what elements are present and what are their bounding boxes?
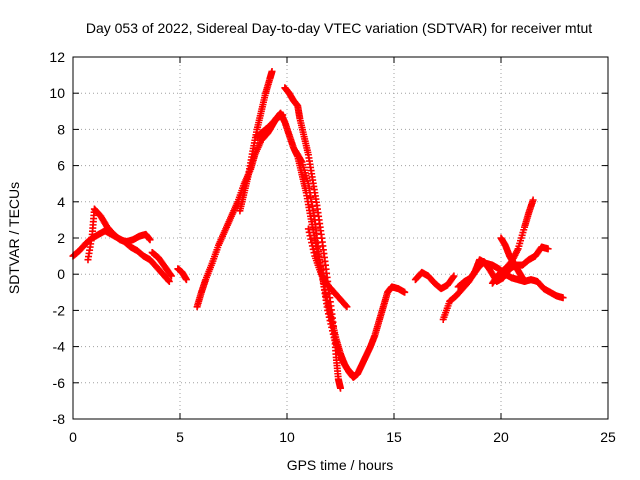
- series-trace-b: [84, 205, 154, 264]
- axis-ticks: 0 5 10 15 20 25 -8 -6 -4 -2 0 2 4 6 8 10 12: [49, 49, 616, 445]
- data-point: [307, 193, 315, 201]
- data-point: [559, 294, 567, 302]
- series-trace-h: [281, 84, 344, 392]
- data-point: [308, 198, 316, 206]
- data-point: [268, 67, 276, 75]
- data-point: [167, 271, 175, 279]
- data-point: [325, 313, 333, 321]
- data-point: [401, 288, 409, 296]
- x-tick-label: 0: [69, 429, 77, 445]
- series-trace-o: [488, 196, 537, 287]
- data-point: [328, 327, 336, 335]
- y-tick-label: 2: [57, 230, 65, 246]
- data-point: [307, 235, 315, 243]
- data-point: [342, 302, 350, 310]
- y-tick-label: -8: [53, 411, 66, 427]
- data-point: [305, 184, 313, 192]
- x-axis-label: GPS time / hours: [287, 457, 394, 473]
- grid-lines: [72, 56, 609, 420]
- data-point: [164, 277, 172, 285]
- series-trace-k: [411, 268, 458, 293]
- y-tick-label: 8: [57, 121, 65, 137]
- data-point: [309, 207, 317, 215]
- series-trace-c: [148, 248, 175, 280]
- data-point: [167, 272, 175, 280]
- y-tick-label: 0: [57, 266, 65, 282]
- data-point: [306, 232, 314, 240]
- data-point: [146, 236, 154, 244]
- y-tick-label: -6: [53, 375, 66, 391]
- data-point: [309, 245, 317, 253]
- data-point: [308, 242, 316, 250]
- data-point: [337, 384, 344, 392]
- series-trace-j: [304, 225, 351, 311]
- series-trace-m: [454, 243, 552, 291]
- plot-frame: [72, 56, 609, 420]
- series-trace-g: [253, 111, 287, 141]
- chart-title: Day 053 of 2022, Sidereal Day-to-day VTE…: [86, 20, 592, 36]
- data-point: [343, 303, 351, 311]
- data-point: [326, 317, 334, 325]
- data-point: [349, 371, 357, 379]
- data-point: [518, 274, 526, 282]
- data-point: [165, 277, 173, 285]
- x-tick-label: 20: [493, 429, 509, 445]
- series-trace-f: [236, 67, 276, 215]
- data-point: [324, 306, 332, 314]
- y-tick-label: -4: [53, 339, 66, 355]
- data-point: [182, 276, 190, 284]
- data-point: [304, 180, 312, 188]
- data-point: [329, 330, 337, 338]
- x-tick-label: 5: [176, 429, 184, 445]
- series-trace-d: [174, 265, 190, 284]
- data-point: [308, 239, 316, 247]
- data-point: [279, 111, 287, 119]
- data-point: [449, 273, 457, 281]
- data-series: [69, 67, 567, 392]
- data-point: [349, 372, 357, 380]
- y-tick-label: 12: [49, 49, 65, 65]
- data-point: [544, 245, 552, 253]
- y-tick-label: 6: [57, 158, 65, 174]
- y-tick-label: -2: [53, 302, 66, 318]
- data-point: [324, 310, 332, 318]
- data-point: [304, 225, 312, 233]
- data-point: [297, 157, 305, 165]
- data-point: [310, 211, 318, 219]
- data-point: [308, 202, 316, 210]
- x-tick-label: 15: [386, 429, 402, 445]
- y-axis-label: SDTVAR / TECUs: [6, 182, 22, 294]
- series-trace-n: [497, 234, 526, 282]
- data-point: [328, 323, 336, 331]
- data-point: [327, 320, 335, 328]
- data-point: [310, 249, 318, 257]
- x-tick-label: 10: [279, 429, 295, 445]
- series-trace-e: [193, 109, 409, 381]
- data-point: [529, 196, 537, 204]
- y-tick-label: 4: [57, 194, 65, 210]
- y-tick-label: 10: [49, 85, 65, 101]
- data-point: [305, 228, 313, 236]
- data-point: [306, 189, 314, 197]
- x-tick-label: 25: [600, 429, 616, 445]
- data-point: [450, 272, 458, 280]
